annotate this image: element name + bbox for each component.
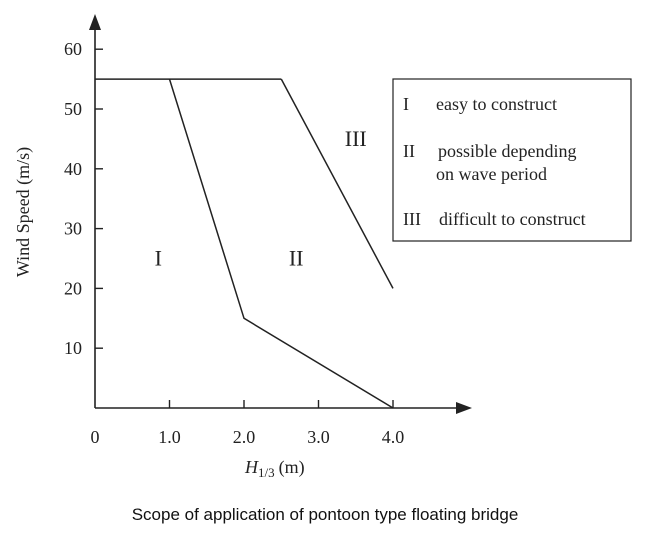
- y-tick-label-5: 60: [64, 39, 82, 59]
- legend-key-2: II: [403, 141, 415, 161]
- y-tick-label-2: 30: [64, 219, 82, 239]
- series-line-2: [280, 78, 394, 289]
- x-tick-label-2: 2.0: [233, 427, 256, 447]
- region-label-0: I: [155, 246, 162, 271]
- legend-text-3: difficult to construct: [439, 209, 586, 229]
- legend-text-2b: on wave period: [436, 164, 547, 184]
- x-tick-label-4: 4.0: [382, 427, 405, 447]
- x-axis-label: H1/3 (m): [244, 457, 305, 480]
- legend: I easy to construct II possible dependin…: [392, 78, 632, 242]
- y-axis-arrow: [89, 14, 101, 30]
- legend-text-1: easy to construct: [436, 94, 557, 114]
- region-label-1: II: [289, 246, 304, 271]
- chart-caption: Scope of application of pontoon type flo…: [131, 505, 519, 524]
- legend-key-1: I: [403, 94, 409, 114]
- series-lines: [95, 78, 394, 409]
- x-axis-label-unit: (m): [279, 457, 305, 478]
- x-tick-label-3: 3.0: [307, 427, 330, 447]
- series-line-1: [168, 78, 394, 409]
- region-label-2: III: [345, 126, 367, 151]
- x-axis-label-symbol: H: [244, 457, 259, 477]
- legend-box: [392, 78, 632, 242]
- x-tick-label-0: 0: [91, 427, 100, 447]
- y-tick-label-0: 10: [64, 338, 82, 358]
- legend-text-2a: possible depending: [438, 141, 576, 161]
- ticks: 10 20 30 40 50 60 0 1.0 2.0 3.0 4.0: [64, 39, 404, 447]
- x-axis-label-subscript: 1/3: [258, 465, 275, 480]
- y-axis-label: Wind Speed (m/s): [13, 147, 34, 277]
- legend-key-3: III: [403, 209, 421, 229]
- x-tick-label-1: 1.0: [158, 427, 181, 447]
- y-tick-label-3: 40: [64, 159, 82, 179]
- y-tick-label-4: 50: [64, 99, 82, 119]
- x-axis-arrow: [456, 402, 472, 414]
- y-tick-label-1: 20: [64, 278, 82, 298]
